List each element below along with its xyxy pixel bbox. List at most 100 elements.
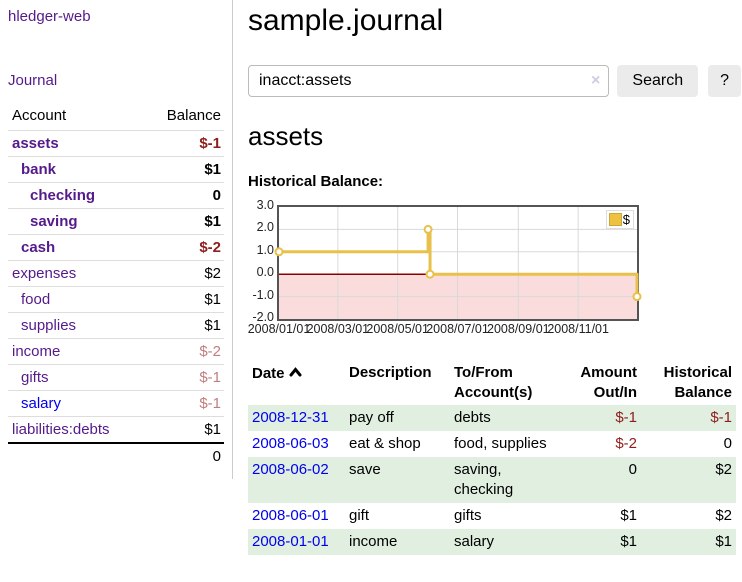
transaction-balance: $2 [715,507,732,524]
account-row: food $1 [8,286,224,313]
account-link-food[interactable]: food [21,291,51,308]
clear-search-icon[interactable]: × [591,72,601,89]
account-column-header: Account [8,104,145,131]
transaction-amount: $1 [620,507,637,524]
transaction-description: pay off [345,405,450,431]
transaction-balance: $2 [641,457,736,503]
y-axis-tick-label: -2.0 [252,310,274,324]
account-link-cash[interactable]: cash [21,239,56,256]
page-title: sample.journal [248,4,444,37]
app-brand-link[interactable]: hledger-web [8,8,91,25]
account-link-assets[interactable]: assets [12,135,59,152]
account-balance: $-1 [199,135,221,152]
account-link-income[interactable]: income [12,343,61,360]
x-axis-tick-label: 2008/05/01 [366,322,429,336]
x-axis-tick-label: 2008/11/01 [547,322,609,336]
transaction-date-link[interactable]: 2008-06-03 [252,435,329,452]
transaction-accounts: food, supplies [454,435,547,452]
account-balance: $1 [144,312,224,339]
register-row: 2008-06-01 gift gifts $1 $2 [248,503,736,529]
account-link-supplies[interactable]: supplies [21,317,77,334]
sidebar-item-journal[interactable]: Journal [8,72,58,89]
y-axis-tick-label: 3.0 [256,198,274,212]
account-balance: $1 [144,416,224,443]
chart-plot-area: $ [274,205,642,321]
sidebar: hledger-web Journal Account Balance asse… [0,0,233,479]
account-link-salary[interactable]: salary [21,395,62,412]
total-row: 0 [8,442,224,469]
y-axis-tick-label: 2.0 [256,220,274,235]
register-table: Date Description To/From Account(s) Amou… [248,361,736,555]
account-balance: $-1 [144,390,224,417]
account-row: supplies $1 [8,312,224,339]
transaction-description: income [345,529,450,555]
account-row: cash $-2 [8,234,224,261]
transaction-amount: 0 [560,457,641,503]
transaction-date-link[interactable]: 2008-06-02 [252,461,329,478]
x-axis-tick-label: 2008/03/01 [306,322,370,336]
balance-column-header: Balance [144,104,224,131]
x-axis-tick-label: 2008/07/01 [426,322,489,336]
transaction-amount: $-1 [560,405,641,431]
account-row: gifts $-1 [8,364,224,391]
account-balance: $2 [144,260,224,287]
transaction-date-link[interactable]: 2008-06-01 [252,507,329,524]
x-axis-tick-label: 2008/01/01 [247,322,311,336]
account-row: bank $1 [8,156,224,183]
account-row: checking 0 [8,182,224,209]
transaction-description: gift [349,507,370,524]
register-row: 2008-12-31 pay off debts $-1 $-1 [248,405,736,431]
account-balance: $-2 [144,338,224,365]
search-bar: × Search ? [248,65,741,97]
transaction-accounts: gifts [454,507,482,524]
account-link-saving[interactable]: saving [30,213,78,230]
account-row: assets $-1 [8,131,224,157]
legend-label: $ [622,212,630,227]
account-balance: $-1 [144,364,224,391]
chart-title: Historical Balance: [248,173,384,190]
help-button[interactable]: ? [708,65,741,97]
account-link-liabilities-debts[interactable]: liabilities:debts [12,421,110,438]
transaction-amount: $1 [560,529,641,555]
transaction-accounts: saving, checking [450,457,560,503]
x-axis-tick-label: 2008/09/01 [487,322,550,336]
register-row: 2008-01-01 income salary $1 $1 [248,529,736,555]
chart-legend: $ [605,210,634,229]
chart-canvas [274,207,642,319]
account-balance: 0 [144,182,224,209]
account-row: liabilities:debts $1 [8,416,224,443]
search-input[interactable] [248,65,610,97]
transaction-balance: $1 [641,529,736,555]
transaction-description: save [345,457,450,503]
y-axis-tick-label: -1.0 [252,287,274,302]
accounts-column-header: To/From Account(s) [454,364,533,401]
account-link-bank[interactable]: bank [21,161,57,178]
main-content: sample.journal × Search ? assets Histori… [233,0,741,555]
transaction-accounts: salary [450,529,560,555]
transaction-accounts: debts [450,405,560,431]
legend-swatch-icon [608,213,622,226]
historical-balance-chart: $ 3.0 2.0 1.0 0.0 -1.0 -2.0 2008/01/01 2008/03/… [247,198,728,339]
account-balance: $1 [144,156,224,183]
account-balance: $-2 [144,234,224,261]
transaction-date-link[interactable]: 2008-01-01 [252,533,329,550]
register-header-row: Date Description To/From Account(s) Amou… [248,361,736,405]
total-balance: 0 [144,442,224,469]
search-button[interactable]: Search [617,65,699,97]
sort-ascending-icon [289,363,302,383]
account-balance: $1 [144,208,224,235]
y-axis-tick-label: 1.0 [256,242,274,257]
account-row: salary $-1 [8,390,224,417]
account-heading: assets [248,121,324,151]
account-balance-table: Account Balance assets $-1 bank $1 checkin… [8,104,224,469]
account-row: expenses $2 [8,260,224,287]
account-row: income $-2 [8,338,224,365]
account-link-expenses[interactable]: expenses [12,265,77,282]
transaction-description: eat & shop [349,435,421,452]
transaction-date-link[interactable]: 2008-12-31 [252,409,329,426]
y-axis-tick-label: 0.0 [256,265,274,280]
account-link-checking[interactable]: checking [30,187,96,204]
account-link-gifts[interactable]: gifts [21,369,49,386]
date-column-header[interactable]: Date [248,361,345,405]
amount-column-header: Amount Out/In [580,364,637,401]
